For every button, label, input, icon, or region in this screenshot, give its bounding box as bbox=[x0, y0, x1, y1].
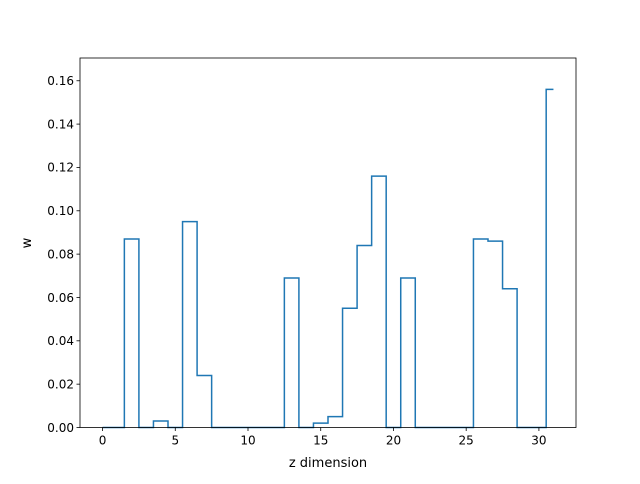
y-axis-label: w bbox=[20, 237, 35, 248]
x-tick-label: 25 bbox=[459, 434, 474, 448]
y-tick-label: 0.02 bbox=[47, 377, 74, 391]
y-tick-label: 0.12 bbox=[47, 161, 74, 175]
y-tick-label: 0.10 bbox=[47, 204, 74, 218]
y-axis: 0.00 0.02 0.04 0.06 0.08 0.10 0.12 0.14 0.16 bbox=[47, 74, 80, 435]
y-tick-label: 0.14 bbox=[47, 117, 74, 131]
y-tick-label: 0.00 bbox=[47, 421, 74, 435]
y-tick-label: 0.08 bbox=[47, 247, 74, 261]
x-tick-label: 0 bbox=[99, 434, 107, 448]
y-tick-label: 0.04 bbox=[47, 334, 74, 348]
y-tick-label: 0.06 bbox=[47, 291, 74, 305]
x-axis: 0 5 10 15 20 25 30 bbox=[99, 427, 547, 448]
x-tick-label: 5 bbox=[171, 434, 179, 448]
x-tick-label: 10 bbox=[240, 434, 255, 448]
axes-frame bbox=[79, 57, 577, 428]
x-axis-label: z dimension bbox=[289, 456, 367, 471]
x-tick-label: 20 bbox=[386, 434, 401, 448]
y-tick-label: 0.16 bbox=[47, 74, 74, 88]
x-tick-label: 15 bbox=[313, 434, 328, 448]
x-tick-label: 30 bbox=[531, 434, 546, 448]
